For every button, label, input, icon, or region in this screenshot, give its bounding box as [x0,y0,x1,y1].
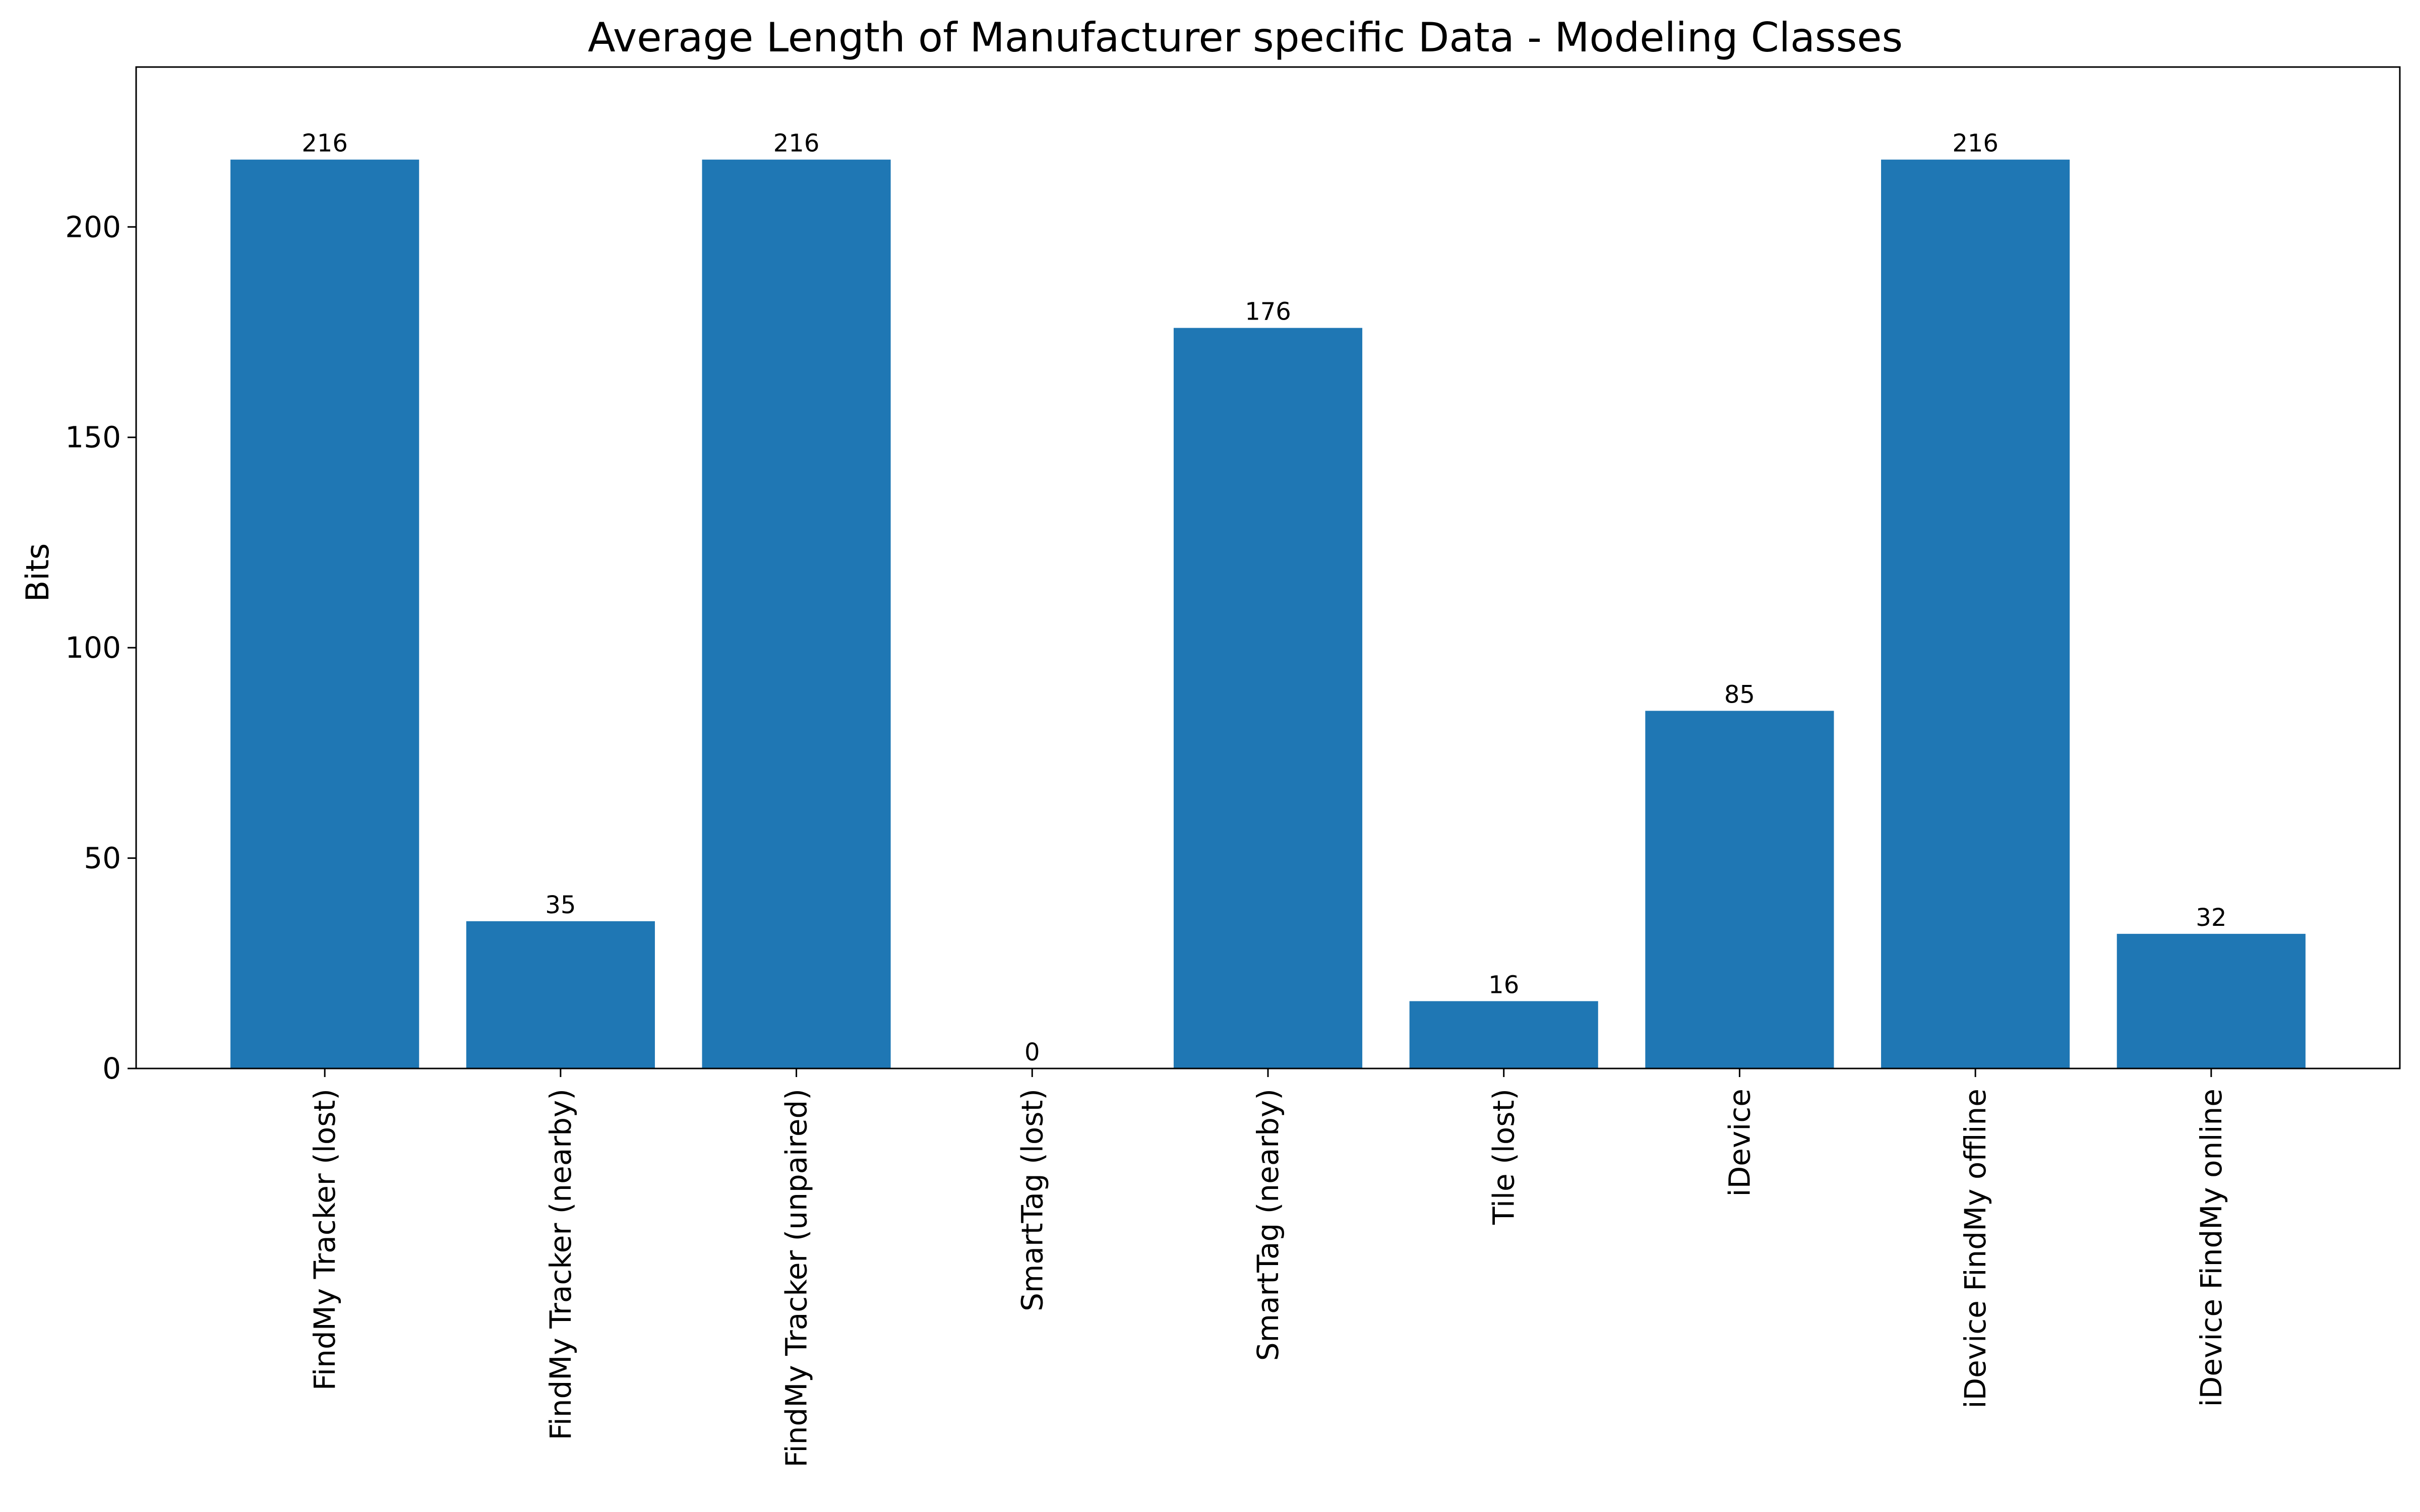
data-label: 16 [1488,971,1519,999]
plot-area: 0 50 100 150 200 FindMy Tracker (lost) 216 Find… [65,66,2401,1468]
x-tick-label: iDevice [1722,1089,1757,1196]
x-tick-label: FindMy Tracker (unpaired) [779,1089,814,1468]
y-tick-label: 50 [84,841,121,875]
bar [2116,933,2306,1068]
bar [1645,711,1834,1068]
x-tick-label: SmartTag (lost) [1015,1089,1049,1311]
bar [702,159,891,1069]
y-axis-label: Bits [19,543,56,602]
data-label: 32 [2196,904,2226,932]
y-tick-label: 0 [102,1051,121,1086]
data-label: 35 [545,891,576,919]
x-tick-label: iDevice FindMy online [2194,1089,2228,1407]
data-label: 176 [1245,298,1291,326]
x-tick-label: SmartTag (nearby) [1251,1089,1285,1361]
bar [1173,328,1363,1068]
data-label: 85 [1724,680,1755,709]
bar [1881,159,2070,1069]
data-label: 216 [1952,130,1999,158]
data-label: 216 [301,130,348,158]
y-tick-label: 200 [65,210,121,244]
y-tick-label: 100 [65,631,121,665]
x-tick-label: Tile (lost) [1487,1089,1521,1225]
y-tick-label: 150 [65,420,121,455]
bar [466,921,655,1068]
bar [1409,1001,1598,1068]
chart-title: Average Length of Manufacturer specific … [588,14,1903,61]
bar [230,159,419,1069]
x-tick-label: iDevice FindMy offline [1958,1089,1992,1409]
x-tick-label: FindMy Tracker (nearby) [543,1089,578,1440]
data-label: 0 [1024,1038,1040,1066]
x-tick-label: FindMy Tracker (lost) [308,1089,342,1391]
data-label: 216 [773,130,820,158]
